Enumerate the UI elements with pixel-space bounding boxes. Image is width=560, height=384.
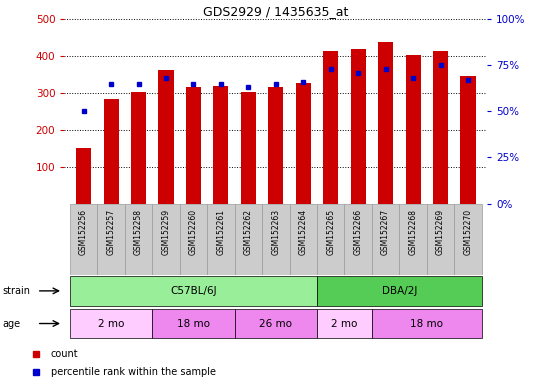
Text: GSM152267: GSM152267 [381,209,390,255]
Bar [241,92,256,204]
Text: 26 mo: 26 mo [259,318,292,329]
Bar [213,86,228,204]
Bar [378,42,393,204]
Bar [235,204,262,275]
Bar [97,204,125,275]
Bar [235,309,317,338]
Bar [207,204,235,275]
Text: C57BL/6J: C57BL/6J [170,286,217,296]
Bar [372,204,399,275]
Bar [344,204,372,275]
Bar [296,83,311,204]
Text: percentile rank within the sample: percentile rank within the sample [50,367,216,377]
Text: GSM152270: GSM152270 [464,209,473,255]
Text: GSM152263: GSM152263 [271,209,281,255]
Bar [131,92,146,204]
Bar [433,51,448,204]
Text: strain: strain [3,286,31,296]
Bar [152,204,180,275]
Text: GSM152259: GSM152259 [161,209,170,255]
Text: GSM152256: GSM152256 [79,209,88,255]
Bar [427,204,454,275]
Bar [405,55,421,204]
Bar [268,87,283,204]
Text: DBA/2J: DBA/2J [382,286,417,296]
Text: GSM152268: GSM152268 [409,209,418,255]
Bar [76,148,91,204]
Text: GSM152260: GSM152260 [189,209,198,255]
Text: GSM152262: GSM152262 [244,209,253,255]
Bar [290,204,317,275]
Text: GSM152257: GSM152257 [106,209,115,255]
Bar [186,88,201,204]
Bar [399,204,427,275]
Bar [317,204,344,275]
Text: count: count [50,349,78,359]
Bar [104,99,119,204]
Title: GDS2929 / 1435635_at: GDS2929 / 1435635_at [203,5,348,18]
Bar [152,309,235,338]
Bar [317,276,482,306]
Text: GSM152265: GSM152265 [326,209,335,255]
Text: GSM152258: GSM152258 [134,209,143,255]
Text: 2 mo: 2 mo [332,318,358,329]
Bar [460,76,475,204]
Bar [262,204,290,275]
Text: GSM152266: GSM152266 [354,209,363,255]
Text: age: age [3,318,21,329]
Bar [454,204,482,275]
Text: 18 mo: 18 mo [410,318,444,329]
Text: 18 mo: 18 mo [177,318,210,329]
Bar [158,70,174,204]
Bar [180,204,207,275]
Bar [323,51,338,204]
Text: 2 mo: 2 mo [98,318,124,329]
Text: GSM152261: GSM152261 [216,209,225,255]
Text: GSM152264: GSM152264 [298,209,308,255]
Bar [372,309,482,338]
Bar [351,50,366,204]
Bar [317,309,372,338]
Text: GSM152269: GSM152269 [436,209,445,255]
Bar [125,204,152,275]
Bar [70,276,317,306]
Bar [70,309,152,338]
Bar [70,204,97,275]
